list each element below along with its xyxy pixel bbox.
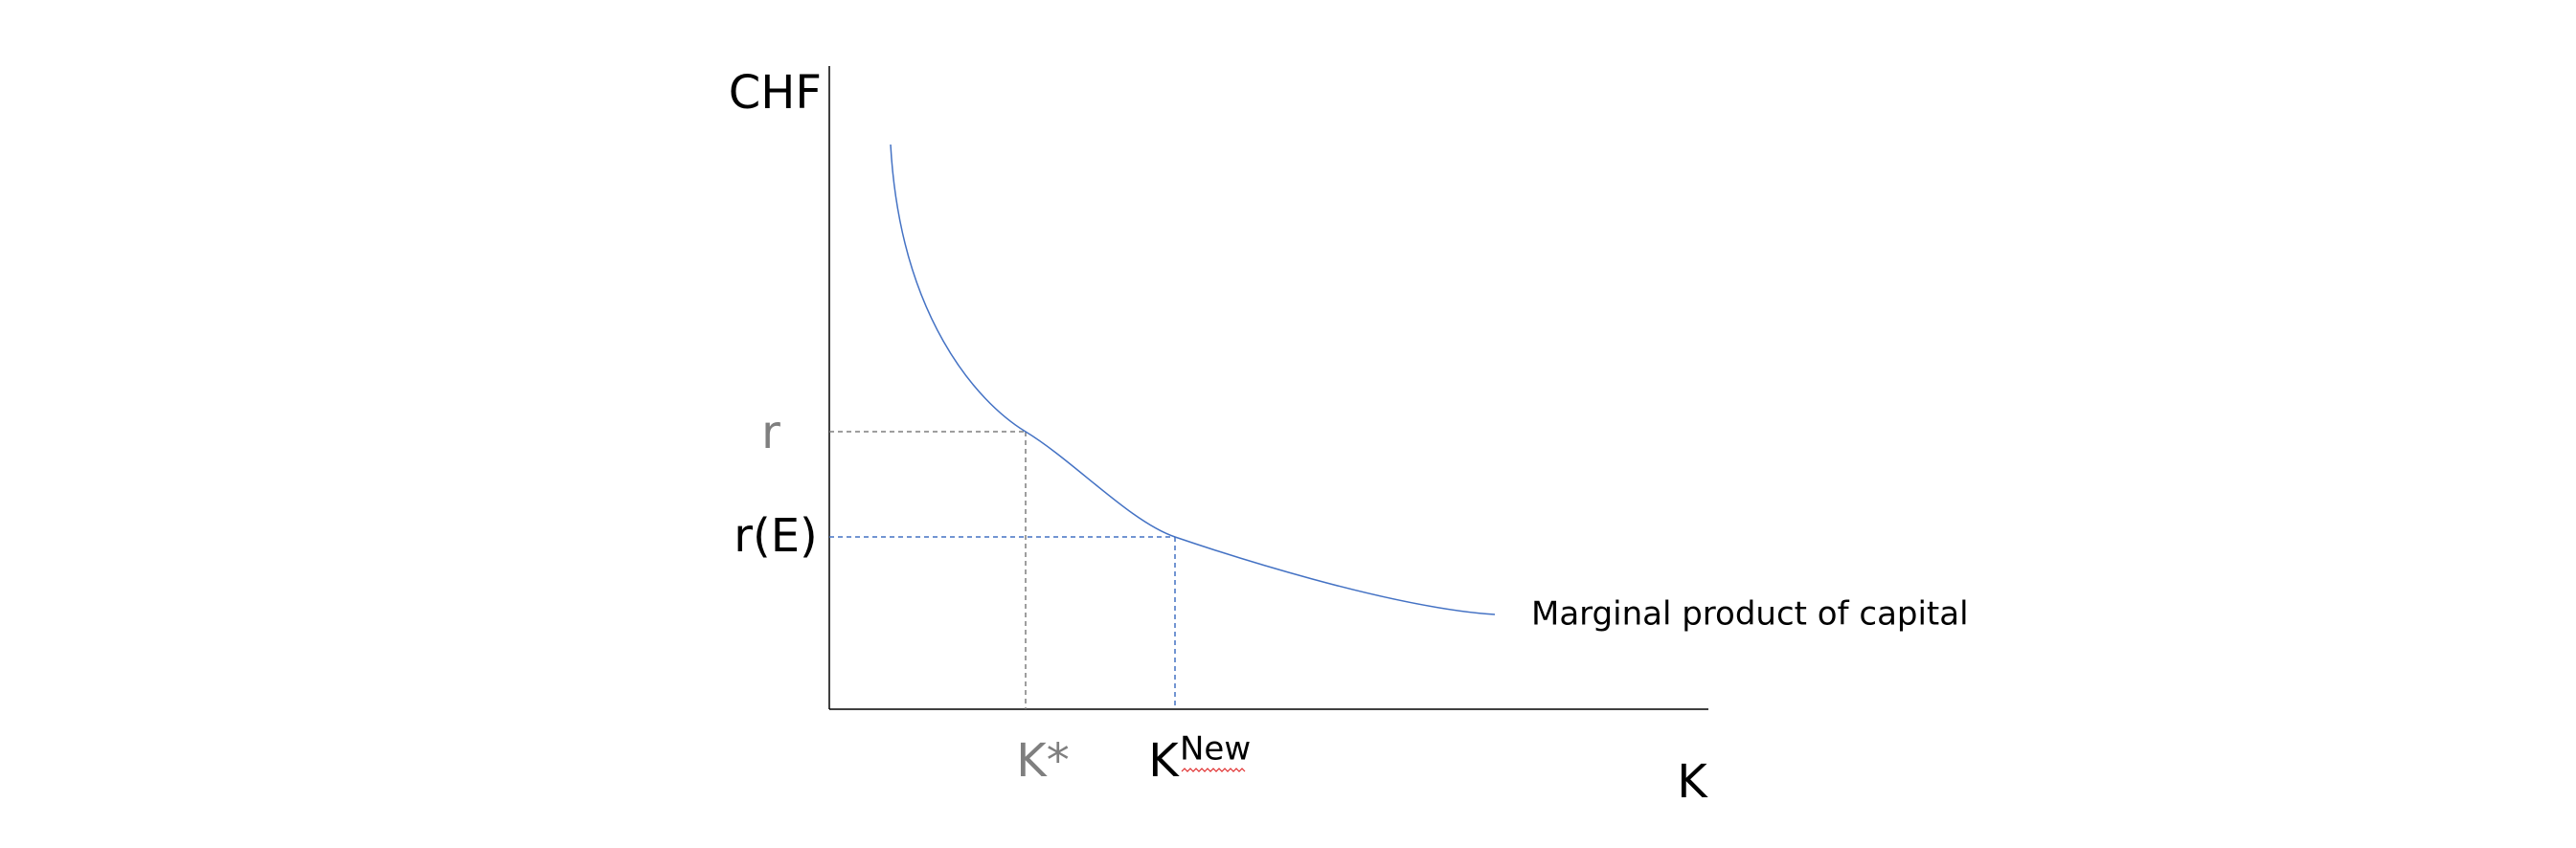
r-e-label: r(E) xyxy=(734,509,818,563)
curve-label: Marginal product of capital xyxy=(1531,595,1969,634)
y-axis-label: CHF xyxy=(729,66,822,120)
r-label: r xyxy=(761,406,780,459)
spell-underline xyxy=(1181,768,1246,772)
k-star-label: K* xyxy=(1016,734,1069,788)
k-new-label: K xyxy=(1148,734,1180,788)
k-new-superscript: New xyxy=(1180,730,1251,769)
mpk-curve xyxy=(890,144,1496,615)
x-axis-label: K xyxy=(1677,755,1708,809)
